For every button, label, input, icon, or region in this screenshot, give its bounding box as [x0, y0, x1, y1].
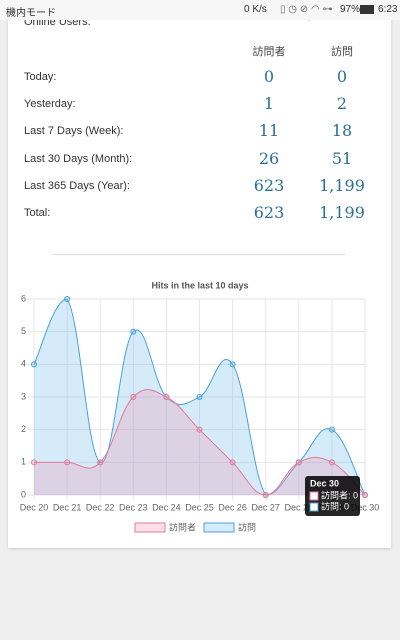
status-icons: ▯ ◷ ⊘ ◠ ⊶ — [280, 4, 333, 15]
chart-title: Hits in the last 10 days — [151, 280, 248, 290]
net-speed: 0 K/s — [244, 4, 267, 15]
tooltip-swatch — [309, 502, 319, 512]
y-tick-label: 2 — [21, 424, 26, 434]
data-point — [229, 459, 236, 466]
x-tick-label: Dec 24 — [152, 502, 181, 512]
data-point — [64, 459, 71, 466]
tooltip-title: Dec 30 — [310, 478, 339, 488]
column-header: 訪問者 — [252, 46, 286, 58]
legend-label: 訪問 — [238, 521, 256, 532]
data-point — [130, 328, 137, 335]
data-point — [130, 394, 137, 400]
y-tick-label: 6 — [21, 293, 26, 303]
data-point — [196, 426, 203, 433]
row-value: 623 — [253, 175, 285, 195]
row-value: 0 — [263, 67, 275, 86]
column-header: 訪問 — [331, 46, 353, 58]
row-value: 11 — [258, 121, 280, 141]
row-label: Total: — [24, 207, 51, 219]
series-area — [34, 389, 365, 495]
data-point — [64, 296, 71, 302]
data-point — [328, 459, 335, 466]
row-label: Today: — [24, 71, 57, 83]
x-tick-label: Dec 30 — [351, 502, 380, 512]
row-value: 1 — [263, 94, 275, 114]
x-tick-label: Dec 20 — [20, 502, 49, 512]
clock: 6:23 — [378, 4, 398, 15]
series-line — [34, 389, 366, 496]
data-point — [229, 361, 236, 368]
legend-swatch — [203, 522, 235, 533]
data-point — [31, 459, 37, 466]
legend-swatch — [134, 522, 166, 533]
row-value: 26 — [258, 148, 280, 168]
data-point — [328, 426, 335, 433]
airplane-mode: 機内モード — [6, 8, 56, 19]
y-tick-label: 4 — [21, 359, 26, 369]
row-value: 1,199 — [319, 203, 365, 222]
y-tick-label: 0 — [21, 489, 26, 499]
x-tick-label: Dec 23 — [119, 502, 148, 512]
y-tick-label: 5 — [21, 326, 26, 336]
row-value: 2 — [336, 94, 348, 114]
row-value: 1,199 — [319, 175, 365, 195]
y-tick-label: 3 — [21, 391, 26, 401]
x-tick-label: Dec 22 — [86, 502, 115, 512]
x-tick-label: Dec 21 — [53, 502, 82, 512]
status-bar: 機内モード 0 K/s ▯ ◷ ⊘ ◠ ⊶ 97% 6:23 — [0, 0, 400, 20]
row-label: Last 365 Days (Year): — [24, 179, 130, 192]
data-point — [163, 394, 170, 400]
row-value: 51 — [331, 148, 353, 168]
row-value: 18 — [331, 121, 353, 141]
row-label: Yesterday: — [24, 98, 76, 111]
tooltip-line: 訪問者: 0 — [321, 489, 358, 500]
row-label: Last 7 Days (Week): — [24, 125, 124, 138]
tooltip-line: 訪問: 0 — [321, 500, 349, 511]
data-point — [295, 459, 302, 466]
row-value: 623 — [253, 203, 285, 222]
x-tick-label: Dec 27 — [251, 502, 280, 512]
data-point — [196, 394, 203, 400]
chart: Hits in the last 10 days 0 1 2 3 4 5 6 Dec 20 Dec… — [20, 280, 380, 533]
x-tick-label: Dec 28 — [285, 502, 314, 512]
data-point — [362, 492, 368, 498]
tooltip-swatch — [309, 491, 319, 501]
legend-label: 訪問者 — [169, 521, 196, 532]
x-tick-label: Dec 25 — [185, 502, 214, 512]
data-point — [97, 459, 104, 466]
battery: 97% — [340, 4, 361, 15]
row-label: Last 30 Days (Month): — [24, 152, 133, 165]
x-tick-label: Dec 26 — [218, 502, 247, 512]
data-point — [31, 361, 37, 368]
battery-icon — [360, 5, 374, 14]
tooltip-box — [305, 476, 360, 516]
row-value: 0 — [336, 67, 348, 86]
data-point — [262, 492, 269, 498]
divider — [52, 254, 345, 255]
y-tick-label: 1 — [21, 457, 26, 467]
